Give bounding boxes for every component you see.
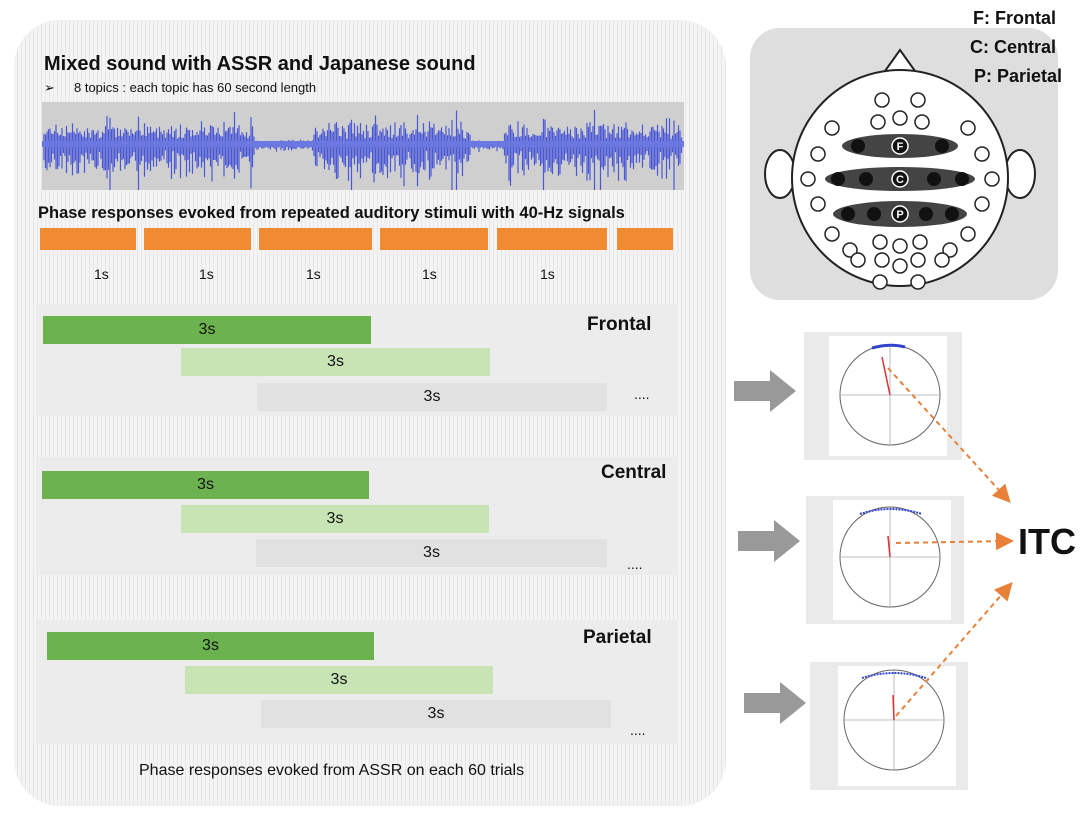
electrode-site [892, 238, 908, 254]
electrode-site [800, 171, 816, 187]
electrode-site [874, 92, 890, 108]
electrode-sites [800, 92, 1000, 290]
dashed-arrow-parietal [895, 581, 1013, 717]
electrode-site-active [955, 172, 969, 186]
electrode-site [960, 120, 976, 136]
phase-title: Phase responses evoked from repeated aud… [38, 204, 625, 222]
central-label: Central [601, 462, 667, 483]
electrode-site [824, 226, 840, 242]
itc-vector-parietal [892, 694, 895, 721]
stimulus-block [144, 228, 251, 250]
waveform-signal [42, 110, 684, 190]
electrode-site [872, 274, 888, 290]
legend-frontal: F: Frontal [973, 8, 1056, 28]
electrode-site-active [831, 172, 845, 186]
frontal-bar-3: 3s [257, 383, 607, 411]
electrode-site [870, 114, 886, 130]
electrode-site [874, 252, 890, 268]
frontal-ellipsis: .... [634, 386, 650, 402]
tick-label: 1s [199, 266, 214, 282]
electrode-site [842, 242, 858, 258]
electrode-site [974, 196, 990, 212]
tick-label: 1s [94, 266, 109, 282]
electrode-site [912, 234, 928, 250]
caption: Phase responses evoked from ASSR on each… [139, 762, 525, 779]
itc-vector-frontal [881, 356, 891, 396]
parietal-label: Parietal [583, 627, 652, 648]
polar-plot-central [833, 500, 951, 620]
electrode-site [974, 146, 990, 162]
electrode-site [810, 196, 826, 212]
arrow-right-icon [738, 520, 800, 562]
arrow-right-icon [734, 370, 796, 412]
electrode-site-active [841, 207, 855, 221]
frontal-bar-2: 3s [181, 348, 490, 376]
electrode-site-active [927, 172, 941, 186]
polar-plot-frontal [829, 336, 947, 456]
stimulus-block [259, 228, 372, 250]
stimulus-block [380, 228, 488, 250]
electrode-site [914, 114, 930, 130]
p-electrode-label: P [896, 209, 903, 221]
tick-label: 1s [306, 266, 321, 282]
stimulus-block [40, 228, 136, 250]
electrode-site [810, 146, 826, 162]
electrode-site-active [945, 207, 959, 221]
waveform-baseline [42, 141, 684, 147]
electrode-site [960, 226, 976, 242]
frontal-bar-1: 3s [43, 316, 371, 344]
central-ellipsis: .... [627, 556, 643, 572]
central-bar-3: 3s [256, 539, 607, 567]
dashed-arrow-frontal [887, 367, 1011, 503]
phase-cluster-frontal [871, 343, 906, 350]
bullet-icon: ➢ [44, 80, 55, 95]
wave-subtitle: 8 topics : each topic has 60 second leng… [74, 80, 317, 95]
electrode-site [872, 234, 888, 250]
electrode-site-active [867, 207, 881, 221]
electrode-site-active [935, 139, 949, 153]
itc-label: ITC [1018, 521, 1076, 562]
electrode-site [910, 274, 926, 290]
electrode-site [984, 171, 1000, 187]
parietal-bar-3: 3s [261, 700, 611, 728]
electrode-site [910, 252, 926, 268]
legend-central: C: Central [969, 37, 1056, 57]
electrode-site [892, 258, 908, 274]
electrode-site-active [851, 139, 865, 153]
itc-vector-central [887, 535, 891, 558]
c-electrode-label: C [896, 174, 904, 186]
wave-title: Mixed sound with ASSR and Japanese sound [44, 53, 476, 75]
parietal-ellipsis: .... [630, 722, 646, 738]
electrode-site [934, 252, 950, 268]
central-bar-2: 3s [181, 505, 489, 533]
electrode-site [910, 92, 926, 108]
electrode-site [942, 242, 958, 258]
stimulus-block [497, 228, 607, 250]
frontal-label: Frontal [587, 314, 652, 335]
parietal-bar-1: 3s [47, 632, 374, 660]
phase-cluster-central [859, 508, 923, 515]
central-bar-1: 3s [42, 471, 369, 499]
phase-cluster-parietal [861, 672, 927, 679]
tick-label: 1s [422, 266, 437, 282]
electrode-site [850, 252, 866, 268]
stimulus-block [617, 228, 673, 250]
waveform [42, 102, 684, 190]
f-electrode-label: F [897, 141, 904, 153]
electrode-site [892, 110, 908, 126]
tick-label: 1s [540, 266, 555, 282]
parietal-bar-2: 3s [185, 666, 493, 694]
legend-parietal: P: Parietal [973, 66, 1062, 86]
polar-plot-parietal [838, 666, 956, 786]
dashed-arrow-central [895, 532, 1014, 551]
electrode-site [824, 120, 840, 136]
electrode-site-active [859, 172, 873, 186]
electrode-head-map: F C P [764, 48, 1036, 290]
electrode-site-active [919, 207, 933, 221]
arrow-right-icon [744, 682, 806, 724]
